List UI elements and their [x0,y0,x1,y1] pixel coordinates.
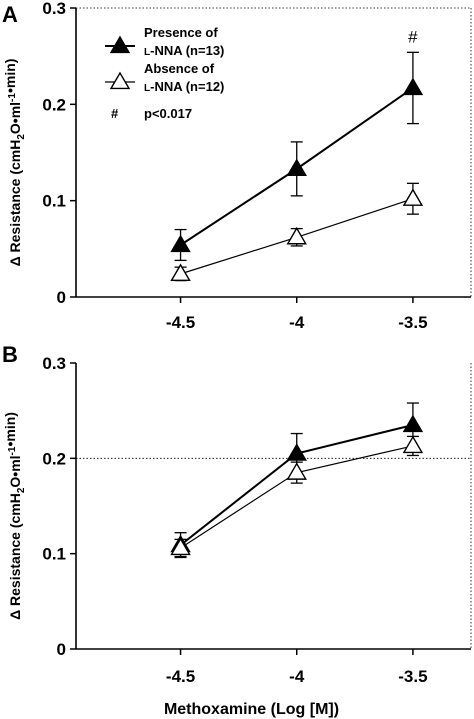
panel-a: A 0 0.1 0.2 0.3 -4.5 -4 -3.5 Δ Resistance (cmH2O… [2,0,472,332]
legend-marker [109,71,131,90]
x-axis-label: Methoxamine (Log [M]) [164,701,339,718]
x-tick-label: -3.5 [398,667,427,686]
data-point [402,77,424,96]
x-tick-label: -3.5 [398,313,427,332]
legend-label: Absence of [144,61,215,76]
data-point [170,537,191,556]
series-presence [170,51,424,262]
data-point [402,188,424,206]
data-point [286,443,307,461]
legend: Presence of L-NNA (n=13) Absence of L-NNA (… [105,25,224,121]
y-tick-label: 0.2 [42,449,66,468]
data-point [286,226,307,245]
data-point [286,158,307,177]
x-tick-label: -4.5 [166,313,195,332]
y-tick-label: 0.1 [42,192,66,211]
y-axis-label: Δ Resistance (cmH2O•ml-1•min) [2,412,27,620]
legend-note-symbol: # [111,106,119,121]
panel-label: B [2,342,18,367]
data-point [170,234,191,253]
panel-label: A [2,2,18,27]
legend-label: L-NNA (n=12) [144,79,224,94]
series-absence [170,435,424,558]
data-point [170,263,191,282]
significance-marker: # [408,27,418,46]
legend-label: Presence of [144,25,218,40]
legend-marker [109,35,131,54]
x-tick-label: -4 [289,667,305,686]
y-tick-label: 0.2 [42,95,66,114]
y-tick-label: 0.3 [42,0,66,18]
y-tick-label: 0.3 [42,354,66,373]
y-axis-label: Δ Resistance (cmH2O•ml-1•min) [2,59,27,267]
data-point [286,462,307,480]
legend-note-text: p<0.017 [144,106,192,121]
data-point [402,435,424,454]
y-tick-label: 0 [57,640,66,659]
legend-label: L-NNA (n=13) [144,43,224,58]
x-tick-label: -4.5 [166,667,195,686]
x-tick-label: -4 [289,313,305,332]
y-tick-label: 0 [57,288,66,307]
data-point [402,414,424,433]
series-absence [170,182,424,282]
y-tick-label: 0.1 [42,545,66,564]
panel-b: B 0 0.1 0.2 0.3 -4.5 -4 -3.5 Δ Resistance (cmH2O… [2,342,472,718]
